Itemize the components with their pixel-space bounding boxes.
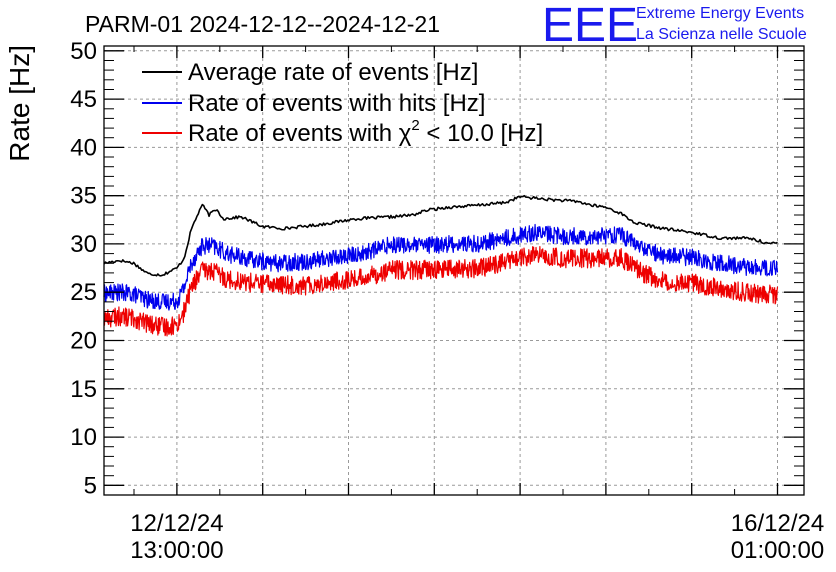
legend: Average rate of events [Hz] Rate of even…: [142, 59, 543, 147]
legend-label-hits: Rate of events with hits [Hz]: [188, 90, 485, 117]
legend-label-chi2-superscript: 2: [411, 117, 419, 134]
eee-logo-mark: EEE: [542, 0, 638, 52]
y-tick-label: 35: [70, 183, 97, 210]
y-tick-label: 40: [70, 134, 97, 161]
plot-frame: [103, 45, 805, 496]
legend-label-average: Average rate of events [Hz]: [188, 59, 478, 86]
y-tick-label: 10: [70, 424, 97, 451]
y-tick-label: 5: [84, 472, 97, 499]
series-line-average: [103, 194, 778, 277]
x-tick-label-time: 13:00:00: [130, 537, 223, 564]
chart-title: PARM-01 2024-12-12--2024-12-21: [85, 11, 440, 37]
eee-logo-line1: Extreme Energy Events: [636, 5, 804, 22]
y-tick-label: 45: [70, 86, 97, 113]
legend-label-chi2-symbol: χ: [399, 120, 412, 147]
y-tick-label: 25: [70, 279, 97, 306]
legend-label-chi2-prefix: Rate of events with: [188, 120, 399, 147]
x-tick-label-date: 16/12/24: [731, 510, 824, 537]
eee-logo-line2: La Scienza nelle Scuole: [636, 26, 807, 43]
y-tick-label: 15: [70, 376, 97, 403]
y-axis-label: Rate [Hz]: [4, 45, 35, 162]
eee-logo: EEE Extreme Energy Events La Scienza nel…: [542, 0, 807, 52]
x-tick-label-date: 12/12/24: [130, 510, 223, 537]
series-line-chi2: [103, 246, 779, 337]
y-tick-label: 20: [70, 328, 97, 355]
series-line-hits: [103, 223, 779, 311]
y-tick-label: 30: [70, 231, 97, 258]
legend-label-chi2-suffix: < 10.0 [Hz]: [420, 120, 543, 147]
x-tick-label-time: 01:00:00: [731, 537, 824, 564]
y-tick-labels: 5 10 15 20 25 30 35 40 45 50: [70, 38, 97, 499]
series-layer: [103, 194, 779, 337]
axis-ticks: [104, 46, 804, 495]
legend-label-chi2: Rate of events with χ2 < 10.0 [Hz]: [188, 117, 543, 147]
y-tick-label: 50: [70, 38, 97, 65]
